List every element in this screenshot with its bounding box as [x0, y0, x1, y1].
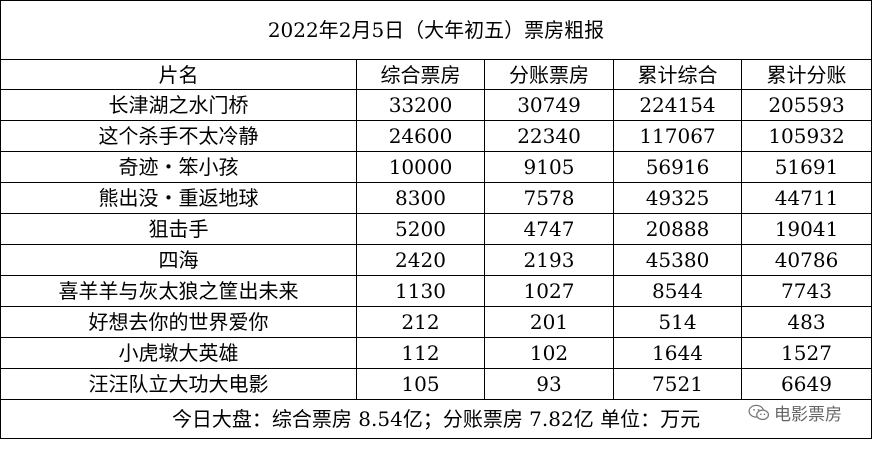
film-title-cell: 奇迹・笨小孩 [0, 151, 357, 183]
cumulative-split-cell: 19041 [740, 213, 872, 245]
table-row: 小虎墩大英雄 112 102 1644 1527 [0, 337, 872, 369]
split-gross-cell: 2193 [484, 244, 614, 276]
total-gross-cell: 1130 [356, 275, 485, 307]
total-gross-cell: 2420 [356, 244, 485, 276]
table-row: 四海 2420 2193 45380 40786 [0, 244, 872, 276]
total-gross-cell: 5200 [356, 213, 485, 245]
cumulative-total-cell: 45380 [613, 244, 742, 276]
cumulative-total-cell: 56916 [613, 151, 742, 183]
total-gross-cell: 33200 [356, 89, 485, 121]
column-header-cumulative-total: 累计综合 [613, 59, 742, 90]
watermark-text: 电影票房 [774, 405, 842, 425]
column-header-cumulative-split: 累计分账 [740, 59, 872, 90]
table-row: 奇迹・笨小孩 10000 9105 56916 51691 [0, 151, 872, 183]
film-title-cell: 狙击手 [0, 213, 357, 245]
table-row: 好想去你的世界爱你 212 201 514 483 [0, 306, 872, 338]
total-gross-cell: 10000 [356, 151, 485, 183]
watermark: 电影票房 [748, 400, 842, 425]
cumulative-split-cell: 483 [740, 306, 872, 338]
table-row: 汪汪队立大功大电影 105 93 7521 6649 [0, 368, 872, 400]
cumulative-split-cell: 1527 [740, 337, 872, 369]
daily-total-summary: 今日大盘：综合票房 8.54亿；分账票房 7.82亿 单位：万元 [0, 399, 872, 439]
table-row: 狙击手 5200 4747 20888 19041 [0, 213, 872, 245]
split-gross-cell: 30749 [484, 89, 614, 121]
cumulative-total-cell: 7521 [613, 368, 742, 400]
cumulative-split-cell: 6649 [740, 368, 872, 400]
total-gross-cell: 8300 [356, 182, 485, 214]
cumulative-split-cell: 105932 [740, 120, 872, 152]
table-row: 长津湖之水门桥 33200 30749 224154 205593 [0, 89, 872, 121]
cumulative-split-cell: 44711 [740, 182, 872, 214]
total-gross-cell: 212 [356, 306, 485, 338]
split-gross-cell: 102 [484, 337, 614, 369]
cumulative-total-cell: 224154 [613, 89, 742, 121]
cumulative-total-cell: 20888 [613, 213, 742, 245]
footer-row: 今日大盘：综合票房 8.54亿；分账票房 7.82亿 单位：万元 [0, 399, 872, 439]
split-gross-cell: 22340 [484, 120, 614, 152]
cumulative-total-cell: 117067 [613, 120, 742, 152]
cumulative-split-cell: 7743 [740, 275, 872, 307]
title-row: 2022年2月5日（大年初五）票房粗报 [0, 0, 872, 60]
cumulative-total-cell: 514 [613, 306, 742, 338]
cumulative-total-cell: 49325 [613, 182, 742, 214]
total-gross-cell: 24600 [356, 120, 485, 152]
column-header-title: 片名 [0, 59, 357, 90]
table-row: 熊出没・重返地球 8300 7578 49325 44711 [0, 182, 872, 214]
film-title-cell: 汪汪队立大功大电影 [0, 368, 357, 400]
total-gross-cell: 105 [356, 368, 485, 400]
column-header-total-gross: 综合票房 [356, 59, 485, 90]
column-header-split-gross: 分账票房 [484, 59, 614, 90]
split-gross-cell: 201 [484, 306, 614, 338]
film-title-cell: 四海 [0, 244, 357, 276]
film-title-cell: 小虎墩大英雄 [0, 337, 357, 369]
cumulative-split-cell: 51691 [740, 151, 872, 183]
film-title-cell: 喜羊羊与灰太狼之筐出未来 [0, 275, 357, 307]
wechat-icon [748, 404, 770, 420]
film-title-cell: 熊出没・重返地球 [0, 182, 357, 214]
cumulative-total-cell: 8544 [613, 275, 742, 307]
split-gross-cell: 93 [484, 368, 614, 400]
box-office-table: 2022年2月5日（大年初五）票房粗报 片名 综合票房 分账票房 累计综合 累计… [0, 0, 872, 439]
total-gross-cell: 112 [356, 337, 485, 369]
table-title: 2022年2月5日（大年初五）票房粗报 [0, 0, 872, 60]
film-title-cell: 这个杀手不太冷静 [0, 120, 357, 152]
split-gross-cell: 4747 [484, 213, 614, 245]
table-row: 喜羊羊与灰太狼之筐出未来 1130 1027 8544 7743 [0, 275, 872, 307]
film-title-cell: 长津湖之水门桥 [0, 89, 357, 121]
cumulative-total-cell: 1644 [613, 337, 742, 369]
film-title-cell: 好想去你的世界爱你 [0, 306, 357, 338]
header-row: 片名 综合票房 分账票房 累计综合 累计分账 [0, 59, 872, 90]
split-gross-cell: 9105 [484, 151, 614, 183]
split-gross-cell: 7578 [484, 182, 614, 214]
table-row: 这个杀手不太冷静 24600 22340 117067 105932 [0, 120, 872, 152]
cumulative-split-cell: 205593 [740, 89, 872, 121]
cumulative-split-cell: 40786 [740, 244, 872, 276]
split-gross-cell: 1027 [484, 275, 614, 307]
